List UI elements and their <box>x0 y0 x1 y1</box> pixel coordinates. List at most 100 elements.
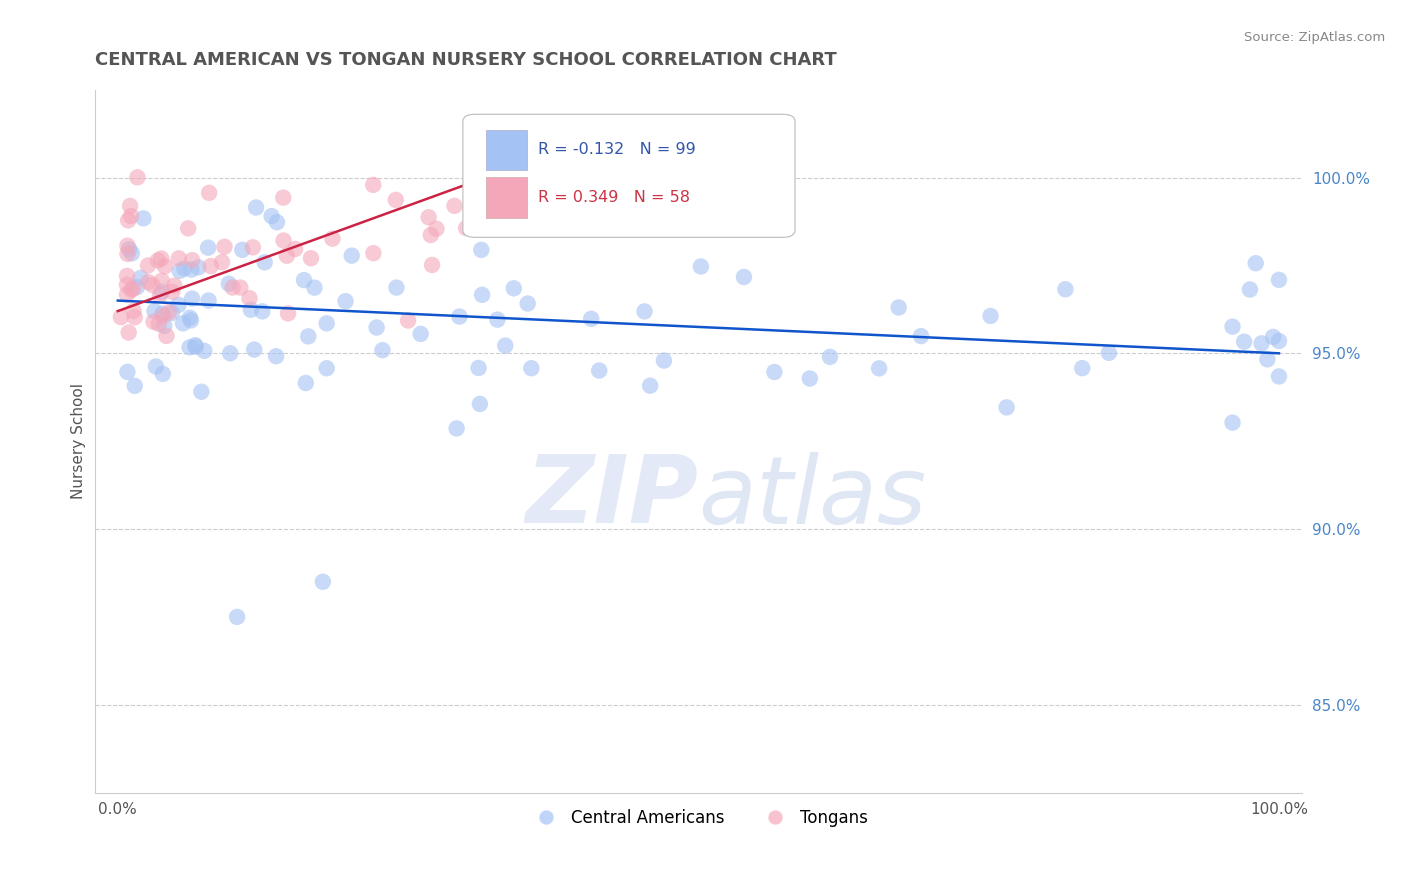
Text: atlas: atlas <box>699 452 927 543</box>
FancyBboxPatch shape <box>486 129 527 170</box>
Point <box>697 216 720 230</box>
Point <box>910 329 932 343</box>
Point <box>470 243 492 257</box>
Point <box>172 317 194 331</box>
Point <box>264 349 287 363</box>
Point <box>218 277 240 291</box>
Point <box>124 379 146 393</box>
Point <box>467 360 489 375</box>
Point <box>142 315 165 329</box>
Point <box>1054 282 1077 296</box>
Point <box>588 363 610 377</box>
Point <box>1222 416 1244 430</box>
Point <box>522 194 544 208</box>
Point <box>184 338 207 352</box>
Point <box>117 365 139 379</box>
Point <box>340 249 363 263</box>
Point <box>995 401 1018 415</box>
Point <box>146 253 169 268</box>
Point <box>117 213 139 227</box>
Point <box>449 310 471 324</box>
Point <box>371 343 394 358</box>
Point <box>239 302 262 317</box>
Point <box>494 153 516 167</box>
Point <box>456 221 478 235</box>
Point <box>446 421 468 435</box>
Point <box>294 376 316 390</box>
Point <box>266 215 288 229</box>
Point <box>152 367 174 381</box>
Point <box>271 191 294 205</box>
Point <box>1244 256 1267 270</box>
Point <box>1268 334 1291 348</box>
Point <box>200 259 222 273</box>
Point <box>1222 319 1244 334</box>
Point <box>173 261 195 276</box>
Point <box>197 241 219 255</box>
Point <box>468 397 491 411</box>
Point <box>633 304 655 318</box>
Point <box>1263 330 1285 344</box>
Point <box>198 186 221 200</box>
Point <box>127 170 149 185</box>
Point <box>366 320 388 334</box>
Point <box>153 260 176 274</box>
Y-axis label: Nursery School: Nursery School <box>72 384 86 500</box>
Point <box>363 246 385 260</box>
Point <box>169 264 191 278</box>
Point <box>110 310 132 325</box>
Point <box>425 221 447 235</box>
Point <box>520 361 543 376</box>
Point <box>396 313 419 327</box>
Point <box>277 306 299 320</box>
Point <box>187 260 209 275</box>
Point <box>297 329 319 343</box>
Point <box>136 259 159 273</box>
Point <box>184 340 207 354</box>
Point <box>502 281 524 295</box>
Point <box>689 260 711 274</box>
Point <box>385 280 408 294</box>
Point <box>384 193 406 207</box>
Point <box>150 274 173 288</box>
Point <box>292 273 315 287</box>
Point <box>276 249 298 263</box>
Point <box>420 258 443 272</box>
Text: ZIP: ZIP <box>526 451 699 543</box>
Point <box>868 361 890 376</box>
Point <box>115 268 138 283</box>
Point <box>243 343 266 357</box>
Point <box>153 318 176 333</box>
Point <box>150 252 173 266</box>
Point <box>149 288 172 302</box>
Point <box>181 292 204 306</box>
Point <box>122 304 145 318</box>
Point <box>197 293 219 308</box>
Point <box>1268 369 1291 384</box>
Point <box>1239 283 1261 297</box>
Point <box>1233 334 1256 349</box>
Point <box>260 209 283 223</box>
Point <box>122 282 145 296</box>
Point <box>486 312 509 326</box>
Point <box>120 209 142 223</box>
Point <box>190 384 212 399</box>
Text: CENTRAL AMERICAN VS TONGAN NURSERY SCHOOL CORRELATION CHART: CENTRAL AMERICAN VS TONGAN NURSERY SCHOO… <box>94 51 837 69</box>
Point <box>1256 352 1278 367</box>
Point <box>117 247 139 261</box>
Point <box>652 353 675 368</box>
Point <box>143 304 166 318</box>
Point <box>299 251 322 265</box>
Point <box>167 252 190 266</box>
Point <box>315 316 337 330</box>
Point <box>118 242 141 256</box>
Point <box>273 234 295 248</box>
Point <box>179 310 201 325</box>
Point <box>181 253 204 268</box>
Point <box>125 280 148 294</box>
Point <box>494 338 516 352</box>
Point <box>138 275 160 289</box>
Point <box>115 287 138 301</box>
Legend: Central Americans, Tongans: Central Americans, Tongans <box>523 802 875 833</box>
Text: R = -0.132   N = 99: R = -0.132 N = 99 <box>537 143 696 157</box>
